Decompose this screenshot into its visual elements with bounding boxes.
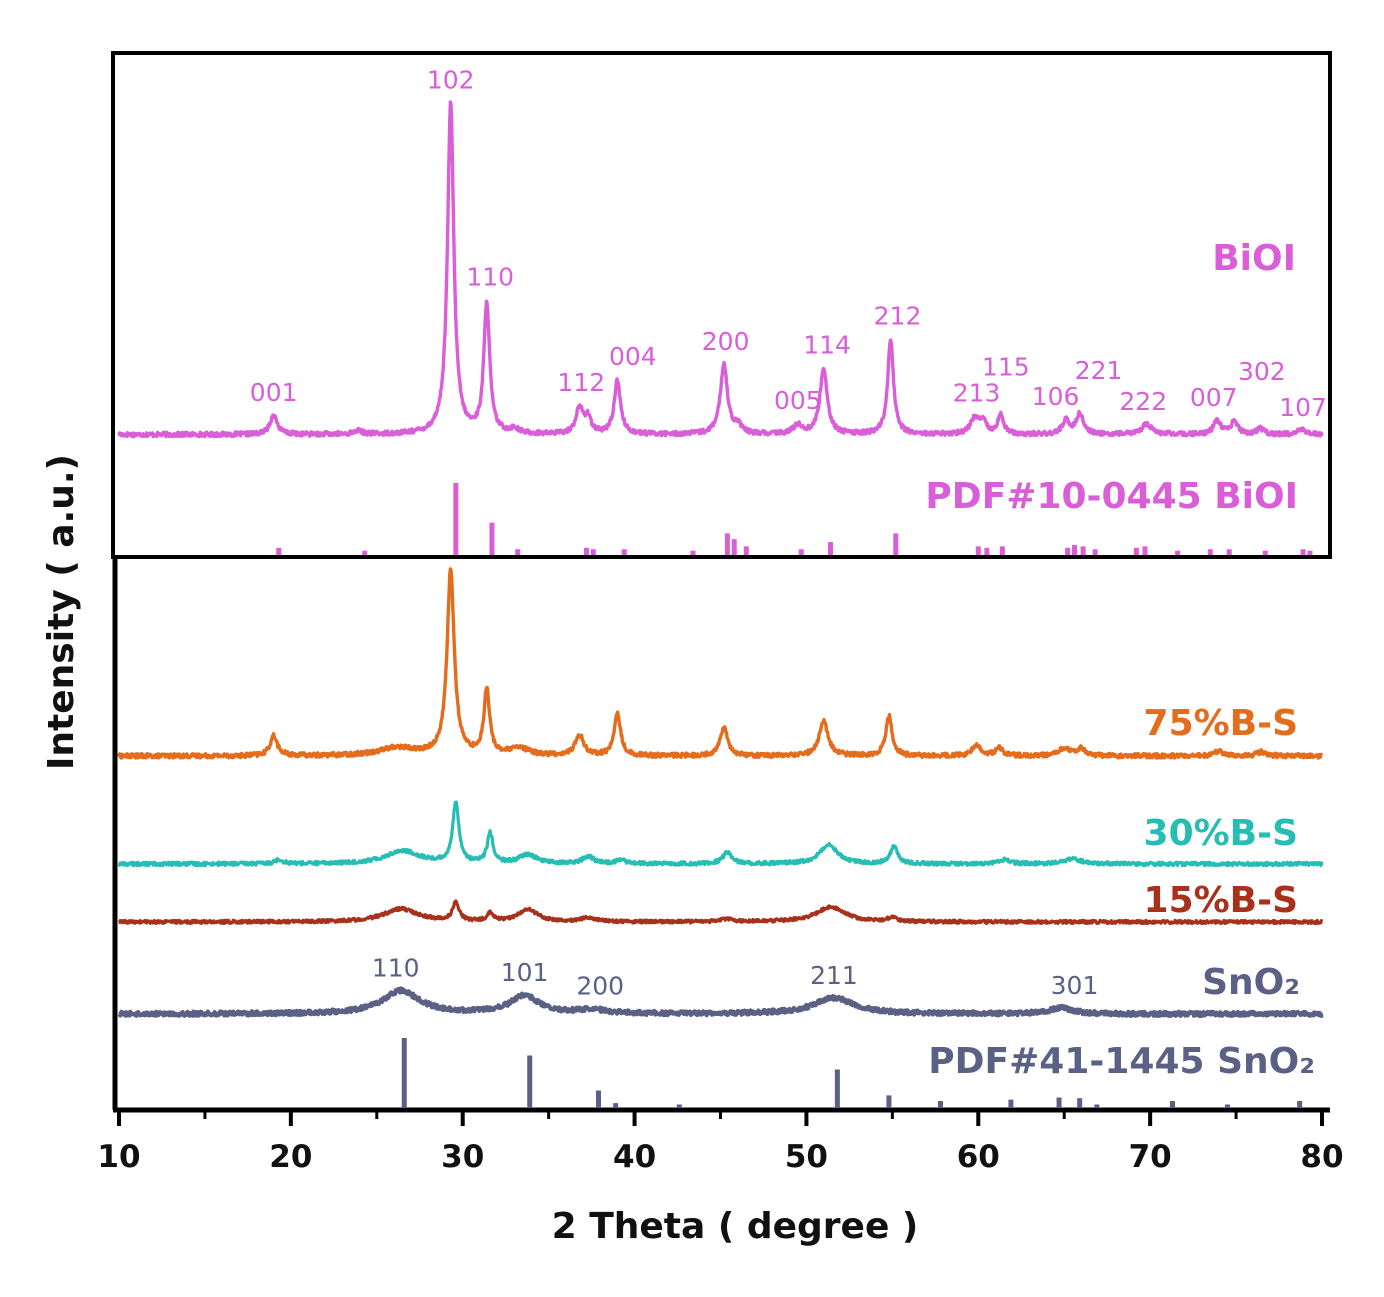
x-tick-label: 60 (957, 1139, 1000, 1175)
label-bioi: BiOI (1212, 238, 1296, 279)
peak-label-112: 112 (557, 368, 605, 397)
label-pdf-sno2: PDF#41-1445 SnO₂ (928, 1041, 1315, 1082)
series-line-b30 (117, 800, 1324, 868)
peak-label-301: 301 (1051, 971, 1099, 1000)
peak-label-101: 101 (501, 958, 549, 987)
peak-label-004: 004 (609, 342, 657, 371)
peak-label-211: 211 (810, 961, 858, 990)
x-axis-title: 2 Theta ( degree ) (552, 1206, 919, 1247)
label-pdf-bioi: PDF#10-0445 BiOI (925, 476, 1298, 517)
label-30-bs: 30%B-S (1144, 813, 1298, 854)
label-sno2: SnO₂ (1202, 962, 1300, 1003)
peak-label-213: 213 (953, 379, 1001, 408)
plot-frame (111, 51, 1332, 1113)
peak-label-221: 221 (1075, 356, 1123, 385)
x-tick-label: 50 (785, 1139, 828, 1175)
peak-label-001: 001 (250, 378, 298, 407)
peak-label-102: 102 (427, 66, 475, 95)
peak-label-007: 007 (1190, 383, 1238, 412)
label-75-bs: 75%B-S (1144, 703, 1298, 744)
series-line-b75 (117, 567, 1324, 760)
peak-label-107: 107 (1279, 393, 1327, 422)
peak-label-115: 115 (982, 353, 1030, 382)
peak-label-106: 106 (1032, 382, 1080, 411)
reference-patterns (276, 483, 1313, 1108)
peak-label-200: 200 (702, 327, 750, 356)
series-line-bioi (117, 100, 1324, 439)
peak-label-302: 302 (1238, 357, 1286, 386)
x-tick-label: 20 (269, 1139, 312, 1175)
peak-label-212: 212 (874, 301, 922, 330)
series-line-sno2 (117, 986, 1324, 1018)
x-tick-label: 10 (97, 1139, 140, 1175)
x-tick-label: 80 (1300, 1139, 1343, 1175)
y-axis-title: Intensity ( a.u.) (41, 454, 82, 770)
peak-label-110: 110 (466, 263, 514, 292)
x-axis-tick-labels: 10 20 30 40 50 60 70 80 (97, 1139, 1343, 1175)
peak-label-005: 005 (774, 386, 822, 415)
peak-label-222: 222 (1119, 387, 1167, 416)
x-axis-ticks (117, 1110, 1324, 1126)
x-tick-label: 40 (613, 1139, 656, 1175)
x-tick-label: 70 (1129, 1139, 1172, 1175)
xrd-curves (117, 100, 1324, 1018)
peak-labels: 0011021101120042000051142122131151062212… (250, 66, 1327, 1001)
series-line-b15 (117, 899, 1324, 926)
peak-label-114: 114 (803, 331, 851, 360)
x-tick-label: 30 (441, 1139, 484, 1175)
peak-label-110: 110 (372, 954, 420, 983)
label-15-bs: 15%B-S (1144, 880, 1298, 921)
peak-label-200: 200 (576, 971, 624, 1000)
